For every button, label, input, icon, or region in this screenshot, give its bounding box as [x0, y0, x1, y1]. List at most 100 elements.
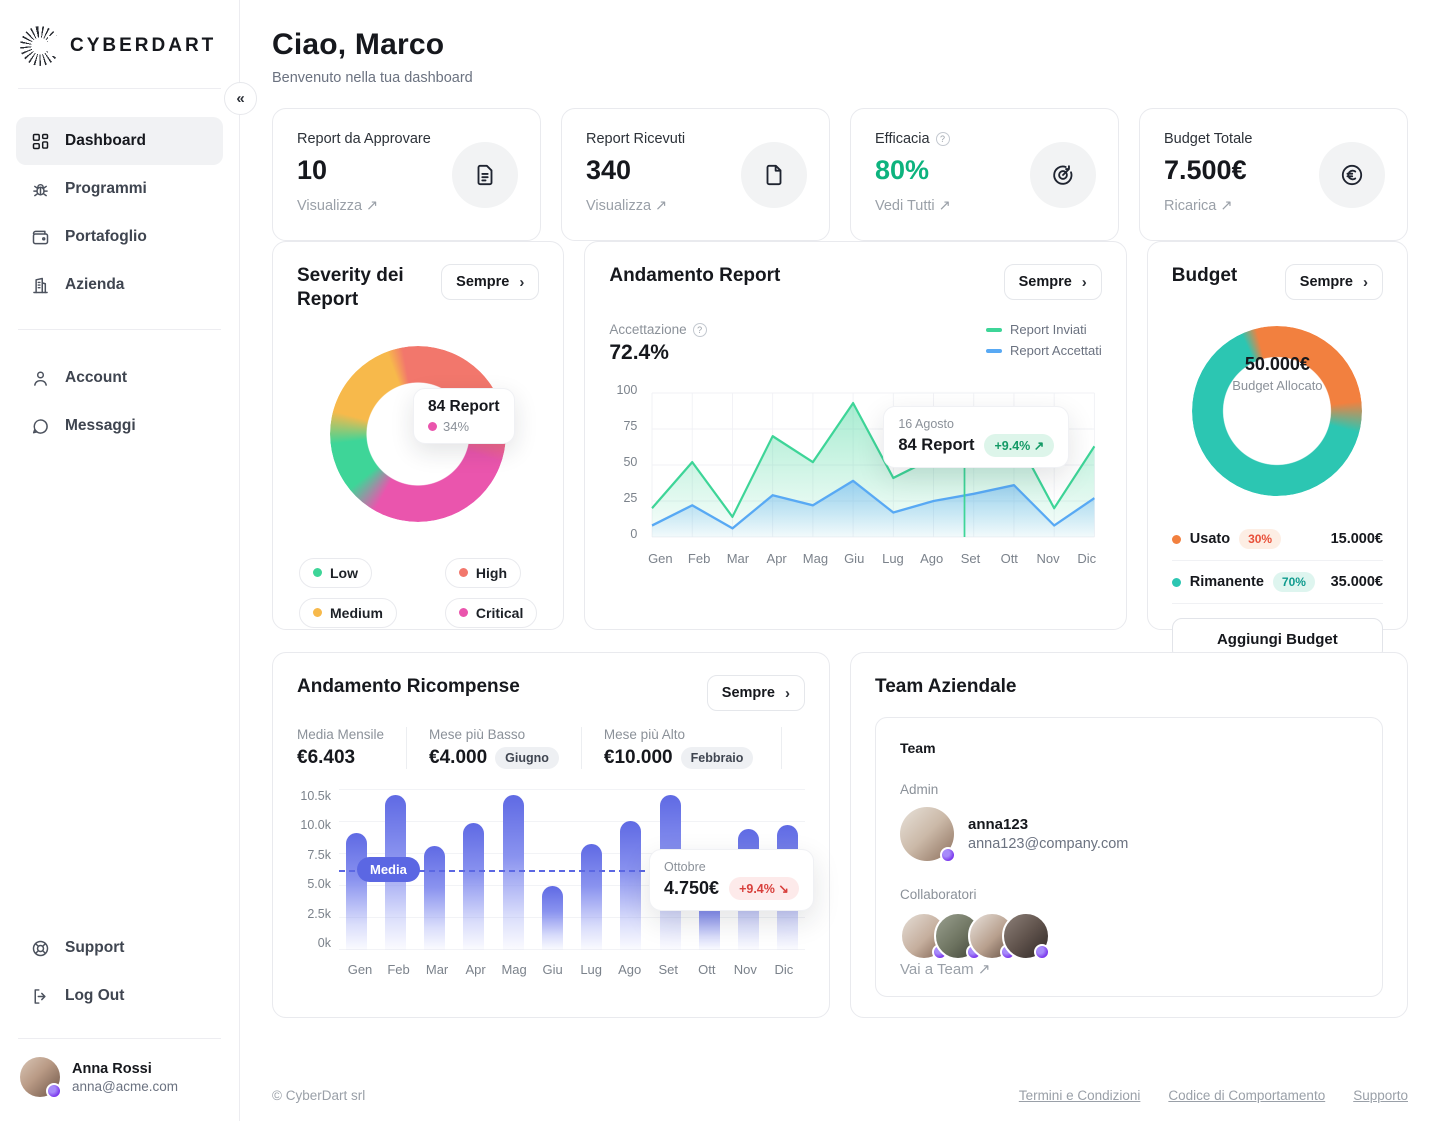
help-icon[interactable] [692, 322, 707, 337]
ricompense-title: Andamento Ricompense [297, 676, 520, 697]
sidebar-item-support[interactable]: Support [16, 924, 223, 972]
bar[interactable] [620, 789, 642, 950]
medium-dot-icon [313, 608, 322, 617]
avatar [20, 1057, 62, 1099]
collaborators-avatars[interactable] [900, 911, 1358, 960]
stat-value: 7.500€ [1164, 155, 1247, 185]
visualizza-link[interactable]: Visualizza ↗ [297, 198, 379, 214]
stat-icon-circle [452, 141, 518, 208]
logout-icon [34, 988, 46, 1004]
stat-card-efficacia: Efficacia 80% Vedi Tutti ↗ [850, 108, 1119, 241]
target-icon [1053, 164, 1073, 185]
acceptance-value: 72.4% [609, 341, 669, 364]
rimanente-pct-badge: 70% [1272, 572, 1315, 592]
media-pill: Media [357, 856, 420, 882]
critical-dot-icon [458, 608, 468, 617]
ricarica-link[interactable]: Ricarica ↗ [1164, 198, 1233, 214]
budget-donut-chart [1192, 326, 1363, 496]
bug-icon [33, 183, 48, 196]
admin-label: Admin [900, 781, 939, 797]
range-label: Sempre [721, 685, 775, 701]
andamento-title: Andamento Report [609, 265, 781, 286]
sidebar-item-portafoglio[interactable]: Portafoglio [16, 213, 223, 261]
inviati-dash-icon [986, 327, 1002, 332]
footer-link-supporto[interactable]: Supporto [1353, 1088, 1408, 1103]
collaborator-avatar[interactable] [1002, 911, 1050, 960]
critical-dot-icon [428, 422, 437, 431]
bar[interactable] [424, 789, 446, 950]
tooltip-value: 84 Report [428, 398, 500, 415]
tooltip-pct: 34% [443, 419, 470, 434]
bar[interactable] [541, 789, 563, 950]
stat-icon-circle [1030, 141, 1096, 208]
sidebar-nav-bottom: Support Log Out [16, 896, 223, 1020]
stat-mese-piu-alto: Mese più Alto €10.000 Febbraio [604, 727, 783, 769]
sidebar-item-label: Dashboard [65, 132, 146, 149]
tooltip-value: 84 Report [898, 436, 975, 454]
euro-icon [1341, 164, 1363, 185]
document-lines-icon [477, 164, 493, 185]
sidebar-item-azienda[interactable]: Azienda [16, 261, 223, 309]
sidebar-item-account[interactable]: Account [16, 354, 223, 402]
ricompense-range-button[interactable]: Sempre › [706, 675, 805, 711]
stat-value: 80% [875, 155, 930, 185]
grid-icon [32, 133, 49, 149]
bars-x-axis: Gen Feb Mar Apr Mag Giu Lug Ago Set Ott Nov Dic [347, 962, 794, 977]
sidebar-user[interactable]: Anna Rossi anna@acme.com [16, 1039, 223, 1121]
rimanente-amount: 35.000€ [1330, 574, 1383, 590]
rimanente-dot-icon [1171, 577, 1181, 587]
stats-row: Report da Approvare 10 Visualizza ↗ Repo… [272, 108, 1408, 241]
budget-row-usato: Usato 30% 15.000€ [1171, 518, 1383, 561]
month-chip: Giugno [495, 747, 559, 769]
sidebar-collapse-button[interactable]: « [224, 82, 257, 115]
usato-amount: 15.000€ [1330, 531, 1383, 547]
stat-media-mensile: Media Mensile €6.403 [297, 727, 408, 769]
footer-link-termini[interactable]: Termini e Condizioni [1018, 1088, 1141, 1103]
verified-badge-icon [46, 1083, 62, 1099]
stat-icon-circle [1319, 141, 1385, 208]
tooltip-value: 4.750€ [664, 878, 720, 898]
help-icon[interactable] [935, 132, 950, 146]
sidebar-item-label: Support [65, 939, 125, 956]
sidebar-item-label: Messaggi [65, 417, 136, 434]
low-dot-icon [313, 568, 322, 577]
sidebar-item-logout[interactable]: Log Out [16, 972, 223, 1020]
severity-card: Severity dei Report Sempre › 84 Report 3… [272, 241, 565, 630]
budget-range-button[interactable]: Sempre › [1284, 264, 1383, 300]
sidebar-item-programmi[interactable]: Programmi [16, 165, 223, 213]
admin-username: anna123 [968, 815, 1029, 833]
chevron-right-icon: › [1081, 273, 1087, 291]
collaboratori-label: Collaboratori [900, 886, 977, 902]
footer: © CyberDart srl Termini e Condizioni Cod… [272, 1070, 1408, 1103]
user-name: Anna Rossi [72, 1060, 152, 1077]
range-label: Sempre [1018, 274, 1072, 290]
footer-link-codice[interactable]: Codice di Comportamento [1168, 1088, 1326, 1103]
high-dot-icon [458, 568, 468, 577]
building-icon [33, 277, 48, 293]
divider [18, 1038, 221, 1039]
area-y-axis: 100 75 50 25 0 [616, 383, 638, 541]
sidebar-item-label: Log Out [65, 987, 125, 1004]
bar[interactable] [502, 789, 524, 950]
sidebar-item-messaggi[interactable]: Messaggi [16, 402, 223, 450]
bar[interactable] [463, 789, 485, 950]
divider [18, 329, 221, 330]
budget-allocated-value: 50.000€ [1244, 354, 1310, 374]
sidebar: CYBERDART Dashboard Programmi Portafogli… [0, 0, 240, 1121]
stat-label: Budget Totale [1164, 131, 1253, 147]
usato-pct-badge: 30% [1239, 529, 1282, 549]
budget-card: Budget Sempre › 50.000€ Budget Allocato … [1146, 241, 1408, 660]
vai-a-team-link[interactable]: Vai a Team ↗ [900, 960, 991, 978]
severity-range-button[interactable]: Sempre › [441, 264, 540, 300]
month-chip: Febbraio [680, 747, 754, 769]
visualizza-link[interactable]: Visualizza ↗ [586, 198, 668, 214]
sidebar-item-dashboard[interactable]: Dashboard [16, 117, 223, 165]
area-x-axis: Gen Feb Mar Apr Mag Giu Lug Ago Set Ott Nov Dic [648, 551, 1097, 566]
tooltip-date: 16 Agosto [898, 417, 954, 431]
andamento-range-button[interactable]: Sempre › [1003, 264, 1102, 300]
budget-allocated-label: Budget Allocato [1232, 378, 1323, 393]
spacer [16, 450, 223, 896]
vedi-tutti-link[interactable]: Vedi Tutti ↗ [875, 198, 951, 214]
media-dashed-line [339, 869, 805, 872]
